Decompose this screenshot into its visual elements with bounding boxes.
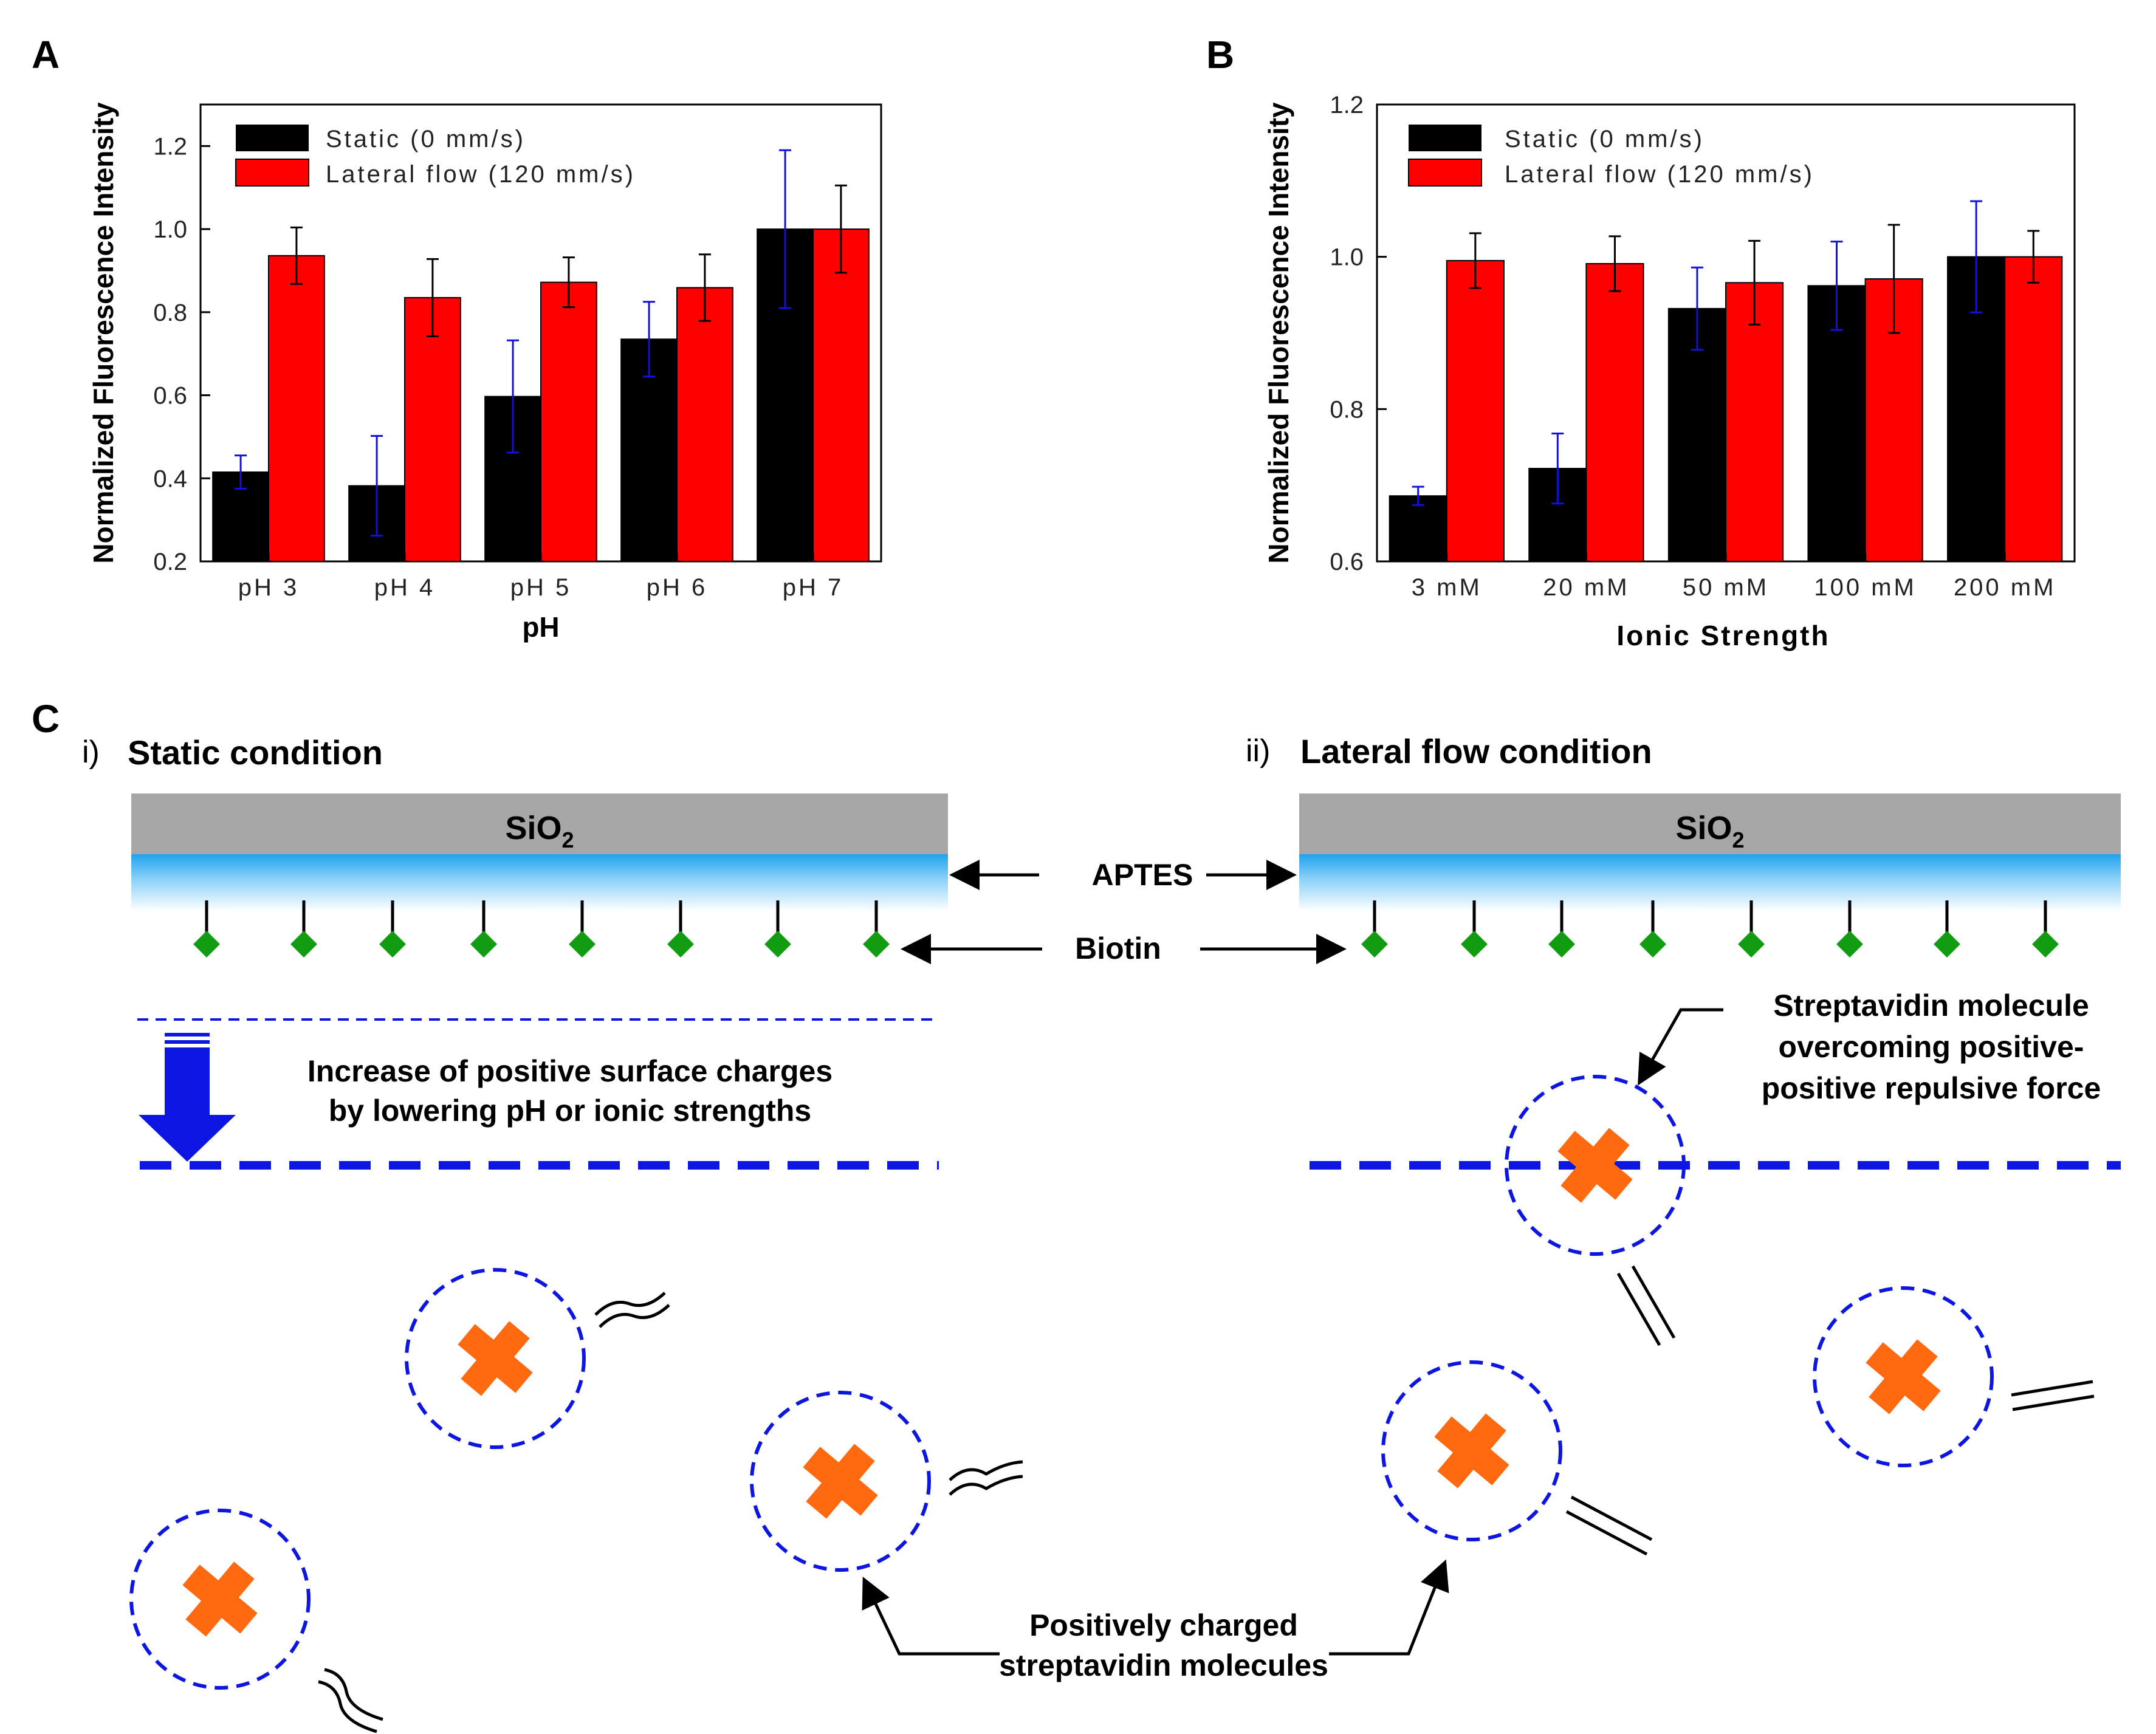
- x-tick-label: pH 7: [783, 574, 844, 601]
- overcome-arrow: [1638, 1008, 1723, 1086]
- aptes-layer-right: [1299, 854, 2121, 911]
- x-tick-label: 100 mM: [1814, 574, 1917, 601]
- bar-flow: [404, 296, 461, 562]
- legend-b-label-flow: Lateral flow (120 mm/s): [1505, 161, 1814, 188]
- bar-flow: [676, 287, 733, 562]
- legend-a-swatch-flow: [235, 159, 309, 187]
- x-tick-label: pH 3: [238, 574, 300, 601]
- biotin-linkers-right: [1373, 900, 2047, 936]
- biotin-diamonds-right: [1361, 931, 2059, 958]
- schematic-c: i) Static condition ii) Lateral flow con…: [82, 732, 2121, 1733]
- bar-flow: [1725, 282, 1784, 562]
- sio2-label-right: SiO2: [1675, 810, 1744, 852]
- chart-a-xlabel: pH: [522, 611, 559, 643]
- legend-b-swatch-flow: [1408, 159, 1482, 187]
- x-tick-label: 20 mM: [1543, 574, 1629, 601]
- streptavidin-molecule: [129, 1509, 383, 1733]
- y-tick-label: 0.2: [153, 549, 187, 575]
- bar-static: [1389, 495, 1447, 562]
- y-tick-label: 1.2: [153, 133, 187, 160]
- y-tick-label: 0.6: [1330, 549, 1364, 575]
- sio2-layer-left: [131, 793, 948, 854]
- x-tick-label: 200 mM: [1954, 574, 2056, 601]
- x-tick-label: 50 mM: [1683, 574, 1769, 601]
- chart-a: 0.20.40.60.81.01.2 pH 3 pH 4 pH 5 pH 6 pH 7 …: [88, 102, 882, 643]
- bar-static: [484, 396, 541, 562]
- positive-text-line2: streptavidin molecules: [999, 1648, 1328, 1682]
- bar-static: [757, 228, 814, 563]
- overcome-text-line1: Streptavidin molecule: [1773, 989, 2089, 1023]
- bar-static: [1807, 285, 1866, 562]
- y-tick-label: 1.0: [1330, 244, 1364, 271]
- legend-b-label-static: Static (0 mm/s): [1505, 126, 1705, 152]
- bar-flow: [2004, 256, 2063, 562]
- panel-label-c: C: [32, 697, 60, 741]
- bar-flow: [1446, 259, 1505, 562]
- x-tick-label: pH 5: [510, 574, 572, 601]
- legend-b-swatch-static: [1409, 125, 1481, 151]
- chart-b-xlabel: Ionic Strength: [1616, 620, 1830, 651]
- bar-flow: [812, 228, 870, 563]
- positive-arrow-right: [1329, 1559, 1449, 1656]
- streptavidin-molecule: [1381, 1360, 1653, 1556]
- positive-text-line1: Positively charged: [1029, 1608, 1298, 1642]
- static-index: i): [82, 735, 100, 770]
- y-tick-label: 0.8: [1330, 396, 1364, 423]
- bar-flow: [540, 281, 597, 562]
- sio2-label-left: SiO2: [505, 810, 574, 852]
- bar-flow: [268, 255, 325, 562]
- down-arrow-icon: [139, 1033, 236, 1162]
- increase-text-line2: by lowering pH or ionic strengths: [329, 1094, 812, 1128]
- static-title: Static condition: [128, 733, 383, 772]
- y-tick-label: 0.8: [153, 300, 187, 326]
- y-tick-label: 1.2: [1330, 92, 1364, 118]
- legend-a-label-flow: Lateral flow (120 mm/s): [326, 161, 636, 188]
- aptes-layer-left: [131, 854, 948, 911]
- legend-a-swatch-static: [236, 125, 309, 151]
- overcome-text-line2: overcoming positive-: [1779, 1030, 2084, 1064]
- increase-text-line1: Increase of positive surface charges: [307, 1054, 833, 1088]
- x-tick-label: pH 4: [374, 574, 436, 601]
- y-tick-label: 0.6: [153, 383, 187, 410]
- panel-label-a: A: [32, 33, 60, 77]
- biotin-label: Biotin: [1075, 931, 1161, 965]
- streptavidin-molecule: [405, 1268, 670, 1449]
- flow-title: Lateral flow condition: [1300, 732, 1652, 770]
- positive-arrow-left: [862, 1576, 1000, 1656]
- bar-static: [1667, 307, 1727, 562]
- overcome-text-line3: positive repulsive force: [1762, 1071, 2101, 1105]
- streptavidin-molecule: [750, 1391, 1023, 1572]
- panel-label-b: B: [1206, 33, 1234, 77]
- biotin-linkers-left: [205, 900, 878, 936]
- y-tick-label: 1.0: [153, 216, 187, 243]
- chart-a-ylabel: Normalized Fluorescence Intensity: [88, 102, 119, 564]
- x-tick-label: 3 mM: [1412, 574, 1482, 601]
- bar-flow: [1585, 262, 1644, 562]
- sio2-layer-right: [1299, 793, 2121, 854]
- y-tick-label: 0.4: [153, 465, 187, 492]
- aptes-label: APTES: [1092, 858, 1193, 892]
- legend-a-label-static: Static (0 mm/s): [326, 126, 526, 152]
- streptavidin-molecule: [1813, 1286, 2095, 1467]
- x-tick-label: pH 6: [647, 574, 708, 601]
- chart-b-ylabel: Normalized Fluorescence Intensity: [1263, 102, 1294, 564]
- biotin-diamonds-left: [193, 931, 890, 958]
- flow-index: ii): [1246, 733, 1270, 769]
- streptavidin-molecule: [1505, 1075, 1686, 1346]
- chart-b: 0.60.81.01.2 3 mM 20 mM 50 mM 100 mM 200 mM …: [1263, 92, 2076, 651]
